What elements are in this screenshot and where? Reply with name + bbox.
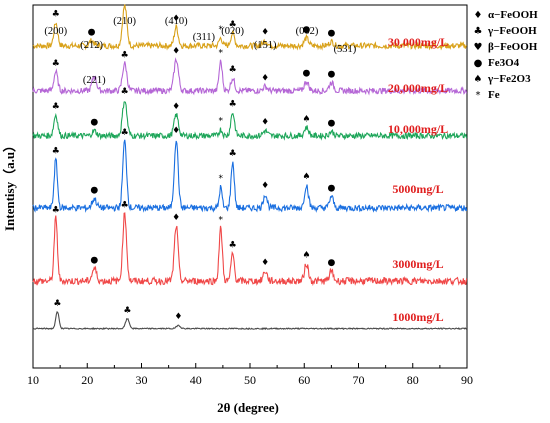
phase-marker: ♦	[261, 258, 269, 268]
phase-marker: ●	[302, 25, 310, 35]
phase-marker: ♣	[123, 306, 131, 316]
peak-index-label: (410)	[165, 16, 188, 27]
phase-marker: ●	[90, 118, 98, 128]
phase-marker: ♠	[302, 172, 310, 182]
phase-marker: ♣	[229, 241, 237, 251]
phase-marker: ●	[327, 183, 335, 193]
peak-index-label: (200)	[44, 26, 67, 37]
series-line	[32, 57, 468, 96]
x-axis-ticks: 10 20 30 40 50 60 70 80 90	[27, 363, 473, 387]
phase-marker: *	[218, 25, 223, 35]
x-tick-label: 30	[136, 373, 148, 387]
x-tick-label: 60	[298, 373, 310, 387]
phase-marker: ♣	[121, 201, 129, 211]
legend-phase: Fe3O4	[488, 57, 520, 69]
phase-marker: ♦	[174, 312, 182, 322]
series-labels: 30,000mg/L 20,000mg/L 10,000mg/L 5000mg/L 30…	[388, 35, 448, 324]
x-tick-label: 40	[190, 373, 202, 387]
phase-marker: ♣	[229, 149, 237, 159]
series-label: 20,000mg/L	[388, 81, 448, 95]
phase-marker: ♣	[52, 206, 60, 216]
peak-index-label: (020)	[221, 26, 244, 37]
phase-marker: ♣	[52, 147, 60, 157]
peak-index-label: (311)	[193, 32, 216, 43]
peak-index-label: (002)	[296, 26, 319, 37]
legend-phase: γ−FeOOH	[487, 25, 537, 37]
phase-marker: ♣	[229, 20, 237, 30]
phase-marker: ●	[327, 69, 335, 79]
legend-phase: γ−Fe2O3	[487, 73, 531, 85]
phase-marker: ♣	[121, 87, 129, 97]
phase-marker: ♥	[121, 0, 129, 3]
phase-marker: ♦	[172, 213, 180, 223]
series-markers: ♣ ● ♥ ♦ * ♣ ♦ ● ● ♣ ♣ ♦ * ♣ ♦ ● ● ♣ ● ♣ ♦ * ♣ ♦ ♠ ● ♣ ● ♣ ♦ * ♣ ♦ ♠ ● ♣ ● ♣ ♦ *…	[52, 0, 336, 322]
phase-marker: ♣	[52, 59, 60, 69]
phase-marker: ♠	[302, 251, 310, 261]
legend-symbol: ♠	[474, 74, 483, 85]
phase-legend: ♦ α−FeOOH ♣ γ−FeOOH ♥ β−FeOOH ● Fe3O4 ♠ γ−Fe2O3 * F…	[474, 9, 539, 101]
x-axis-title: 2θ (degree)	[217, 400, 279, 415]
series-line	[32, 212, 468, 287]
series-label: 5000mg/L	[392, 182, 443, 196]
legend-symbol: ♥	[474, 42, 483, 53]
phase-marker: ♣	[121, 50, 129, 60]
series-line	[32, 139, 468, 213]
phase-marker: *	[218, 216, 223, 226]
phase-marker: ●	[327, 29, 335, 39]
phase-marker: ●	[327, 258, 335, 268]
legend-phase: α−FeOOH	[488, 9, 538, 21]
series-label: 10,000mg/L	[388, 122, 448, 136]
y-axis-title: Intentisy（a.u）	[2, 139, 17, 231]
series-lines	[32, 4, 468, 331]
peak-index-label: (531)	[334, 44, 357, 55]
x-tick-label: 50	[244, 373, 256, 387]
phase-marker: ♦	[261, 74, 269, 84]
phase-marker: ♦	[261, 28, 269, 38]
series-label: 3000mg/L	[392, 257, 443, 271]
phase-marker: ●	[327, 119, 335, 129]
phase-marker: *	[218, 174, 223, 184]
series-line	[32, 101, 468, 141]
phase-marker: ♦	[172, 126, 180, 136]
series-label: 30,000mg/L	[388, 35, 448, 49]
phase-marker: ●	[90, 256, 98, 266]
peak-index-label: (212)	[80, 40, 103, 51]
legend-symbol: ♦	[474, 10, 483, 21]
x-tick-label: 90	[461, 373, 473, 387]
x-tick-label: 70	[353, 373, 365, 387]
legend-phase: Fe	[488, 89, 500, 101]
phase-marker: ♦	[261, 181, 269, 191]
peak-labels: (200) (212) (210) (410) (311) (020) (151) (002)…	[44, 16, 356, 86]
phase-marker: ●	[302, 69, 310, 79]
peak-index-label: (210)	[113, 16, 136, 27]
x-tick-label: 20	[81, 373, 93, 387]
phase-marker: ♠	[302, 114, 310, 124]
phase-marker: ♣	[229, 100, 237, 110]
phase-marker: ♣	[53, 299, 61, 309]
legend-phase: β−FeOOH	[488, 41, 538, 53]
series-line	[32, 311, 467, 331]
phase-marker: ♣	[121, 128, 129, 138]
phase-marker: ♣	[52, 102, 60, 112]
phase-marker: *	[218, 48, 223, 58]
series-line	[32, 4, 468, 51]
legend-symbol: *	[476, 90, 481, 101]
legend-symbol: ●	[474, 58, 483, 69]
phase-marker: ♣	[229, 65, 237, 75]
phase-marker: *	[218, 116, 223, 126]
phase-marker: ♦	[172, 102, 180, 112]
phase-marker: ♣	[52, 10, 60, 20]
peak-index-label: (221)	[83, 75, 106, 86]
phase-marker: ♦	[172, 46, 180, 56]
phase-marker: ●	[88, 28, 96, 38]
phase-marker: ♦	[261, 118, 269, 128]
x-tick-label: 10	[27, 373, 39, 387]
phase-marker: ♦	[172, 14, 180, 24]
series-label: 1000mg/L	[392, 310, 443, 324]
legend-symbol: ♣	[474, 26, 483, 37]
x-tick-label: 80	[407, 373, 419, 387]
peak-index-label: (151)	[254, 40, 277, 51]
phase-marker: ●	[90, 186, 98, 196]
